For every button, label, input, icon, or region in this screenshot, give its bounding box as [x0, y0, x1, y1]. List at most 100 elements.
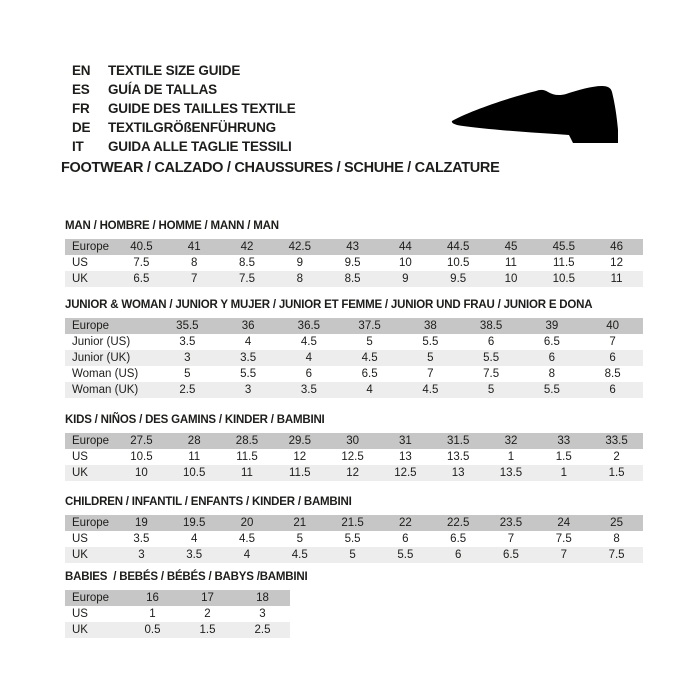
size-table-man: MAN / HOMBRE / HOMME / MANN / MAN Europe…	[65, 220, 643, 287]
language-list: EN TEXTILE SIZE GUIDE ES GUÍA DE TALLAS FR GU…	[72, 61, 296, 156]
row-label: Europe	[72, 592, 110, 604]
size-cell: 6.5	[133, 273, 150, 285]
table-title: JUNIOR & WOMAN / JUNIOR Y MUJER / JUNIOR…	[65, 299, 593, 311]
size-cell: 16	[146, 592, 159, 604]
size-cell: 21	[293, 517, 307, 529]
size-cell: 7.5	[608, 549, 625, 561]
size-table-babies: BABIES / BEBÉS / BÉBÉS / BABYS /BAMBINI …	[65, 571, 308, 638]
size-cell: 45	[504, 241, 518, 253]
size-cell: 12	[610, 257, 623, 269]
size-table-row: US 10.5 11 11.5 12 12.5 13 13.5 1 1.5 2	[65, 449, 643, 465]
size-cell: 5.5	[543, 384, 560, 396]
size-cell: 33	[557, 435, 571, 447]
size-cell: 5	[487, 384, 495, 396]
size-cell: 5.5	[422, 336, 439, 348]
size-table-row: UK 0.5 1.5 2.5	[65, 622, 290, 638]
size-cell: 2.5	[179, 384, 196, 396]
size-cell: 5	[184, 368, 191, 380]
row-label: UK	[72, 624, 88, 636]
size-cell: 17	[201, 592, 214, 604]
size-table-row: Woman (US) 5 5.5 6 6.5 7 7.5 8 8.5	[65, 366, 643, 382]
size-cell: 21.5	[341, 517, 364, 529]
size-cell: 6.5	[543, 336, 560, 348]
size-cell: 39	[545, 320, 559, 332]
size-cell: 38.5	[479, 320, 503, 332]
size-cell: 44	[398, 241, 412, 253]
size-table-row: Woman (UK) 2.5 3 3.5 4 4.5 5 5.5 6	[65, 382, 643, 398]
size-cell: 1	[507, 451, 515, 463]
size-cell: 44.5	[446, 241, 470, 253]
category-line: FOOTWEAR / CALZADO / CHAUSSURES / SCHUHE…	[61, 160, 500, 176]
size-cell: 11.5	[553, 257, 575, 269]
row-label: Junior (US)	[72, 336, 131, 348]
size-cell: 4.5	[422, 384, 439, 396]
size-cell: 3.5	[300, 384, 317, 396]
language-code: IT	[72, 139, 84, 154]
size-cell: 9.5	[450, 273, 467, 285]
size-table-junior-woman: JUNIOR & WOMAN / JUNIOR Y MUJER / JUNIOR…	[65, 299, 643, 398]
size-table-row: Europe 35.5 36 36.5 37.5 38 38.5 39 40	[65, 318, 643, 334]
size-cell: 12.5	[394, 467, 417, 479]
size-cell: 24	[557, 517, 571, 529]
size-cell: 4.5	[300, 336, 317, 348]
size-cell: 10.5	[446, 257, 470, 269]
size-cell: 5	[349, 549, 356, 561]
size-cell: 10.5	[130, 451, 153, 463]
language-row: DE TEXTILGRÖßENFÜHRUNG	[72, 118, 296, 137]
size-cell: 5	[296, 533, 303, 545]
size-cell: 27.5	[130, 435, 153, 447]
size-cell: 8	[548, 368, 556, 380]
shoe-icon	[451, 86, 618, 143]
size-cell: 40.5	[130, 241, 153, 253]
size-cell: 6	[402, 533, 409, 545]
size-cell: 8.5	[604, 368, 621, 380]
size-table-row: US 1 2 3	[65, 606, 290, 622]
size-cell: 9	[296, 257, 303, 269]
size-table-row: US 7.5 8 8.5 9 9.5 10 10.5 11 11.5 12	[65, 255, 643, 271]
size-table: Europe 35.5 36 36.5 37.5 38 38.5 39 40 Junior (US…	[65, 318, 643, 398]
language-guide-title: GUIDA ALLE TAGLIE TESSILI	[108, 139, 292, 154]
size-cell: 4	[190, 533, 198, 545]
size-cell: 10	[398, 257, 412, 269]
size-cell: 20	[240, 517, 254, 529]
row-label: US	[72, 608, 88, 620]
size-cell: 13.5	[446, 451, 470, 463]
size-cell: 3.5	[240, 352, 257, 364]
size-cell: 5.5	[240, 368, 257, 380]
size-cell: 7	[427, 368, 434, 380]
row-label: UK	[72, 273, 88, 285]
table-title: KIDS / NIÑOS / DES GAMINS / KINDER / BAM…	[65, 414, 325, 426]
size-cell: 5.5	[344, 533, 361, 545]
size-cell: 6	[609, 352, 616, 364]
size-cell: 2	[613, 451, 620, 463]
language-guide-title: TEXTILE SIZE GUIDE	[108, 63, 241, 78]
size-cell: 22	[398, 517, 412, 529]
size-cell: 6.5	[450, 533, 467, 545]
size-cell: 2	[204, 608, 211, 620]
size-cell: 37.5	[358, 320, 381, 332]
size-cell: 1.5	[199, 624, 216, 636]
size-cell: 3	[138, 549, 145, 561]
size-cell: 4	[366, 384, 373, 396]
size-cell: 6	[487, 336, 495, 348]
size-cell: 10	[135, 467, 148, 479]
row-label: Europe	[72, 435, 110, 447]
size-cell: 1.5	[555, 451, 572, 463]
size-table-row: Europe 27.5 28 28.5 29.5 30 31 31.5 32 33 33.5	[65, 433, 643, 449]
size-cell: 5.5	[397, 549, 414, 561]
row-label: UK	[72, 549, 88, 561]
size-cell: 1.5	[608, 467, 625, 479]
size-cell: 12	[293, 451, 307, 463]
table-title: MAN / HOMBRE / HOMME / MANN / MAN	[65, 220, 279, 232]
size-cell: 45.5	[552, 241, 575, 253]
size-cell: 11	[241, 467, 253, 479]
row-label: US	[72, 533, 88, 545]
language-code: EN	[72, 63, 91, 78]
size-cell: 19.5	[183, 517, 206, 529]
size-cell: 28	[187, 435, 201, 447]
size-table-row: Europe 40.5 41 42 42.5 43 44 44.5 45 45.5 46	[65, 239, 643, 255]
size-cell: 4	[243, 549, 251, 561]
size-table: Europe 16 17 18 US 1 2 3 UK 0.5 1.5 2.5	[65, 590, 290, 638]
size-cell: 4	[244, 336, 252, 348]
size-cell: 42	[240, 241, 254, 253]
